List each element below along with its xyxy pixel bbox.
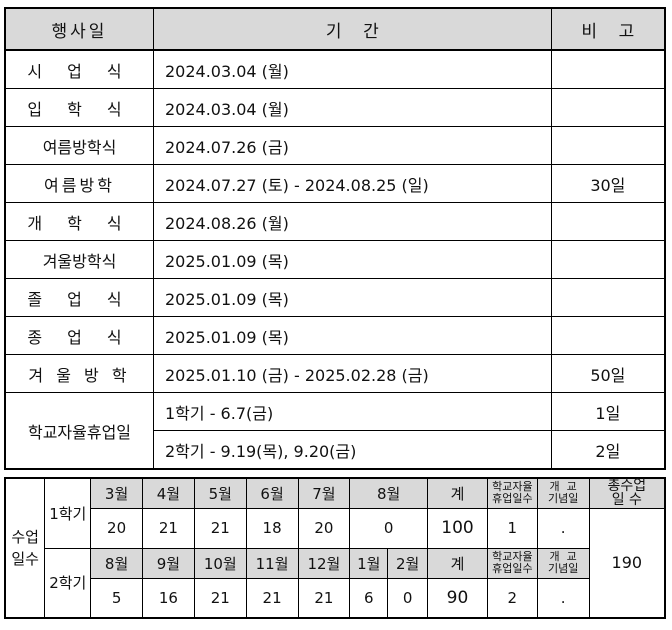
event-name: 입 학 식: [4, 88, 154, 127]
event-note: [550, 49, 666, 89]
autonomous-event: 학교자율휴업일: [4, 392, 154, 470]
class-days-table: 수업 일수 1학기 3월 4월 5월 6월 7월 8월 계 학교자율 휴업일수 …: [4, 477, 666, 619]
sem1-label: 1학기: [44, 477, 92, 549]
event-name: 시 업 식: [4, 49, 154, 89]
class-days-label: 수업 일수: [4, 477, 46, 619]
sem1-auto: 1: [486, 507, 538, 549]
sem2-month: 11월: [245, 547, 299, 579]
schedule-row: 종 업 식 2025.01.09 (목): [4, 316, 666, 355]
sem2-value: 5: [90, 577, 144, 619]
sem1-value: 20: [297, 507, 351, 549]
schedule-row: 개 학 식 2024.08.26 (월): [4, 202, 666, 241]
event-name: 겨울방학식: [4, 240, 154, 279]
event-period: 2025.01.09 (목): [152, 240, 552, 279]
sem2-value: 6: [349, 577, 389, 619]
event-name: 여름방학식: [4, 126, 154, 165]
sem2-auto-label: 학교자율 휴업일수: [486, 547, 538, 579]
sem2-value-row: 5 16 21 21 21 6 0 90 2 .: [5, 577, 665, 619]
schedule-row-autonomous-2: 2학기 - 9.19(목), 9.20(금) 2일: [5, 430, 666, 470]
sem2-value: 21: [297, 577, 351, 619]
sem2-value: 21: [245, 577, 299, 619]
schedule-row: 여름방학식 2024.07.26 (금): [4, 126, 666, 165]
schedule-row: 겨 울 방 학 2025.01.10 (금) - 2025.02.28 (금) 50…: [4, 354, 666, 393]
sem1-value: 0: [349, 507, 429, 549]
sem2-month: 10월: [193, 547, 247, 579]
sem1-total: 100: [427, 507, 488, 549]
sem2-value: 21: [193, 577, 247, 619]
schedule-header-row: 행사일 기 간 비 고: [4, 7, 666, 51]
header-note: 비 고: [550, 7, 666, 51]
schedule-row: 겨울방학식 2025.01.09 (목): [4, 240, 666, 279]
event-period: 2025.01.10 (금) - 2025.02.28 (금): [152, 354, 552, 393]
sem1-auto-label: 학교자율 휴업일수: [486, 477, 538, 509]
event-name: 여름방학: [4, 164, 154, 203]
event-name: 개 학 식: [4, 202, 154, 241]
page-fragment: - - -: [645, 0, 664, 4]
autonomous-period-2: 2학기 - 9.19(목), 9.20(금): [152, 430, 552, 470]
sem2-month: 2월: [387, 547, 429, 579]
sem2-auto: 2: [486, 577, 538, 619]
event-period: 2024.07.26 (금): [152, 126, 552, 165]
sem2-value: 16: [142, 577, 195, 619]
autonomous-note-2: 2일: [550, 430, 666, 470]
schedule-table: 행사일 기 간 비 고 시 업 식 2024.03.04 (월) 입 학 식 2024…: [4, 7, 666, 470]
autonomous-period-1: 1학기 - 6.7(금): [152, 392, 552, 431]
sem1-value-row: 20 21 21 18 20 0 100 1 . 190: [5, 507, 666, 619]
event-name: 졸 업 식: [4, 278, 154, 317]
sem2-month: 8월: [90, 547, 144, 579]
event-period: 2024.03.04 (월): [152, 88, 552, 127]
event-note: [550, 126, 666, 165]
event-note: [550, 202, 666, 241]
sem2-month: 1월: [349, 547, 389, 579]
event-note: [550, 88, 666, 127]
sem2-month: 9월: [142, 547, 195, 579]
event-note: [550, 278, 666, 317]
schedule-row-autonomous-1: 학교자율휴업일 1학기 - 6.7(금) 1일: [4, 392, 666, 470]
event-note: 50일: [550, 354, 666, 393]
sem1-month: 7월: [297, 477, 351, 509]
event-name: 종 업 식: [4, 316, 154, 355]
sem2-month-row: 2학기 8월 9월 10월 11월 12월 1월 2월 계 학교자율 휴업일수 …: [5, 547, 665, 619]
header-event: 행사일: [4, 7, 154, 51]
sem1-month: 6월: [245, 477, 299, 509]
schedule-row: 여름방학 2024.07.27 (토) - 2024.08.25 (일) 30일: [4, 164, 666, 203]
sem2-month: 12월: [297, 547, 351, 579]
sem1-month-row: 수업 일수 1학기 3월 4월 5월 6월 7월 8월 계 학교자율 휴업일수 …: [4, 477, 666, 619]
event-period: 2024.03.04 (월): [152, 49, 552, 89]
schedule-row: 시 업 식 2024.03.04 (월): [4, 49, 666, 89]
sem2-found: .: [536, 577, 590, 619]
sem1-value: 20: [90, 507, 144, 549]
event-period: 2024.07.27 (토) - 2024.08.25 (일): [152, 164, 552, 203]
sem2-label: 2학기: [44, 547, 92, 619]
event-name: 겨 울 방 학: [4, 354, 154, 393]
schedule-body: 시 업 식 2024.03.04 (월) 입 학 식 2024.03.04 (월) 여름…: [4, 49, 666, 393]
autonomous-note-1: 1일: [550, 392, 666, 431]
sem1-value: 21: [193, 507, 247, 549]
event-note: [550, 316, 666, 355]
sem2-found-label: 개 교 기념일: [536, 547, 590, 579]
schedule-row: 입 학 식 2024.03.04 (월): [4, 88, 666, 127]
sem1-found-label: 개 교 기념일: [536, 477, 590, 509]
sem1-value: 18: [245, 507, 299, 549]
header-period: 기 간: [152, 7, 552, 51]
sem1-value: 21: [142, 507, 195, 549]
sem2-total: 90: [427, 577, 488, 619]
grand-total-label: 총수업 일 수: [588, 477, 666, 509]
sem1-month: 8월: [349, 477, 429, 509]
event-note: 30일: [550, 164, 666, 203]
sem1-total-label: 계: [427, 477, 488, 509]
event-note: [550, 240, 666, 279]
sem2-total-label: 계: [427, 547, 488, 579]
sem1-month: 3월: [90, 477, 144, 509]
sem1-month: 5월: [193, 477, 247, 509]
schedule-row: 졸 업 식 2025.01.09 (목): [4, 278, 666, 317]
grand-total: 190: [588, 507, 666, 619]
sem2-value: 0: [387, 577, 429, 619]
event-period: 2025.01.09 (목): [152, 316, 552, 355]
event-period: 2025.01.09 (목): [152, 278, 552, 317]
event-period: 2024.08.26 (월): [152, 202, 552, 241]
sem1-month: 4월: [142, 477, 195, 509]
sem1-found: .: [536, 507, 590, 549]
